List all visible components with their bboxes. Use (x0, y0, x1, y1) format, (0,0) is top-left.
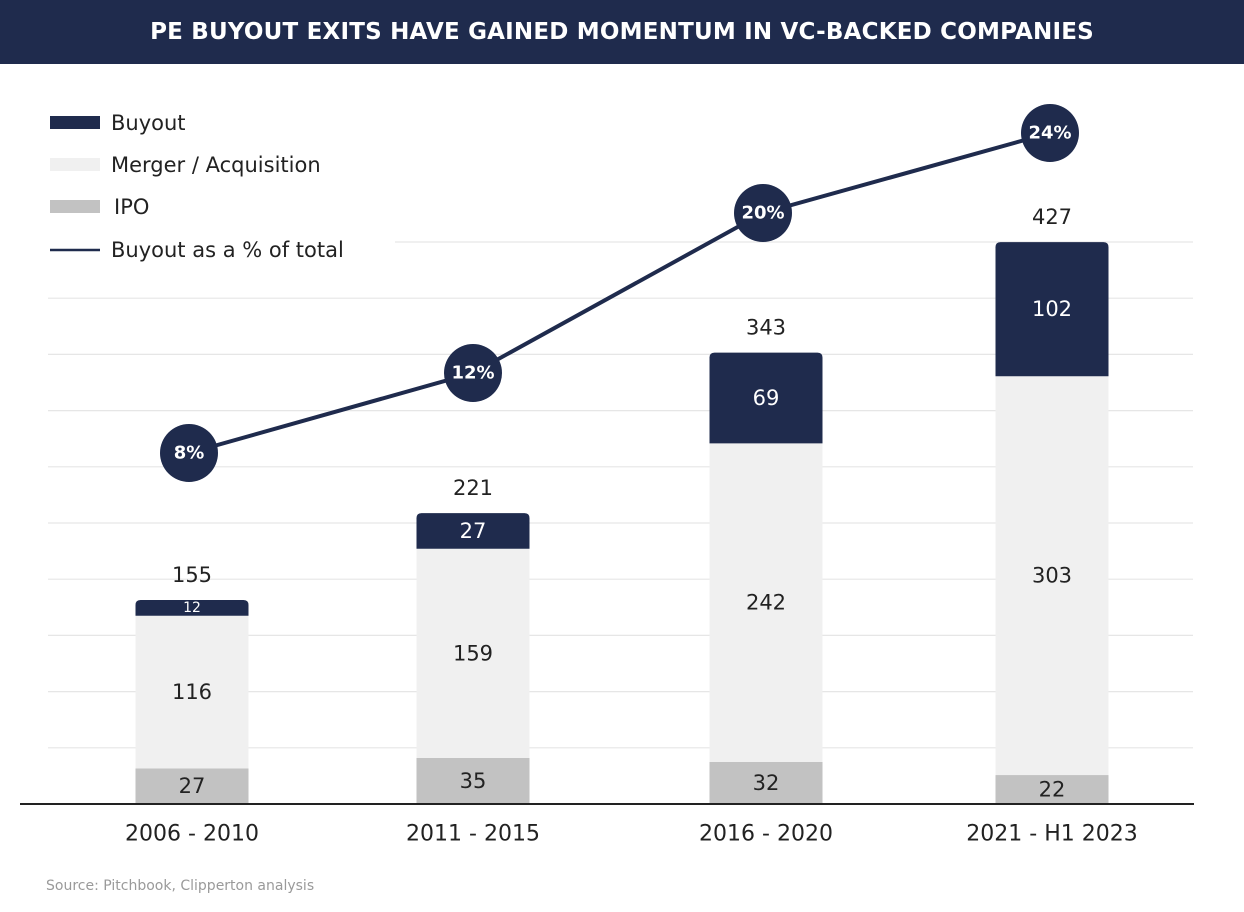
trend-point (1021, 104, 1079, 162)
data-label: 159 (453, 641, 493, 665)
bar-segment-buyout (709, 352, 823, 444)
total-label: 155 (172, 563, 212, 587)
trend-point-label: 8% (174, 443, 205, 464)
legend: Buyout Merger / Acquisition IPO Buyout as a… (50, 111, 344, 262)
bar-segment-ipo (995, 775, 1109, 804)
trend-point-label: 12% (451, 363, 494, 384)
data-label: 27 (179, 774, 206, 798)
bar-segment-merger-acquisition (709, 443, 823, 762)
data-label: 303 (1032, 564, 1072, 588)
data-label: 69 (753, 386, 780, 410)
trend-point (734, 184, 792, 242)
data-label: 12 (183, 600, 201, 616)
x-tick-label: 2016 - 2020 (699, 822, 833, 847)
total-label: 343 (746, 316, 786, 340)
chart-title: PE BUYOUT EXITS HAVE GAINED MOMENTUM IN … (150, 19, 1094, 45)
data-label: 242 (746, 591, 786, 615)
legend-label: IPO (114, 195, 149, 219)
trend-line (188, 131, 1051, 455)
x-tick-label: 2006 - 2010 (125, 822, 259, 847)
total-label: 427 (1032, 205, 1072, 229)
bar-segment-buyout (416, 513, 530, 549)
data-label: 116 (172, 680, 212, 704)
data-label: 35 (460, 769, 487, 793)
trend-point-label: 24% (1028, 123, 1071, 144)
x-axis-tick-labels: 2006 - 2010 2011 - 2015 2016 - 2020 2021 - … (125, 822, 1138, 847)
bar-segment-merger-acquisition (416, 548, 530, 758)
bar-segment-merger-acquisition (135, 615, 249, 769)
legend-label: Buyout as a % of total (111, 238, 344, 262)
legend-label: Buyout (111, 111, 186, 135)
bar-segment-buyout (995, 242, 1109, 377)
bar-segment-buyout (135, 600, 249, 616)
data-label: 27 (460, 519, 487, 543)
bar-segment-ipo (709, 761, 823, 804)
bar-stacks: 27 116 12 155 35 159 27 221 32 242 69 343 22 303 102 42… (135, 205, 1109, 804)
legend-label: Merger / Acquisition (111, 153, 321, 177)
bar-segment-ipo (416, 757, 530, 804)
legend-swatch (50, 200, 100, 213)
trend-point (444, 344, 502, 402)
legend-swatch (50, 158, 100, 171)
buyout-percentage-line: 8% 12% 20% 24% (160, 104, 1079, 482)
legend-swatch (50, 116, 100, 129)
data-label: 102 (1032, 297, 1072, 321)
bar-segment-ipo (135, 768, 249, 804)
trend-point-label: 20% (741, 203, 784, 224)
x-tick-label: 2021 - H1 2023 (966, 822, 1137, 847)
x-tick-label: 2011 - 2015 (406, 822, 540, 847)
title-bar: PE BUYOUT EXITS HAVE GAINED MOMENTUM IN … (0, 0, 1244, 64)
total-label: 221 (453, 476, 493, 500)
trend-point (160, 424, 218, 482)
source-note: Source: Pitchbook, Clipperton analysis (46, 878, 315, 894)
data-label: 32 (753, 771, 780, 795)
bar-segment-merger-acquisition (995, 376, 1109, 776)
data-label: 22 (1039, 778, 1066, 802)
